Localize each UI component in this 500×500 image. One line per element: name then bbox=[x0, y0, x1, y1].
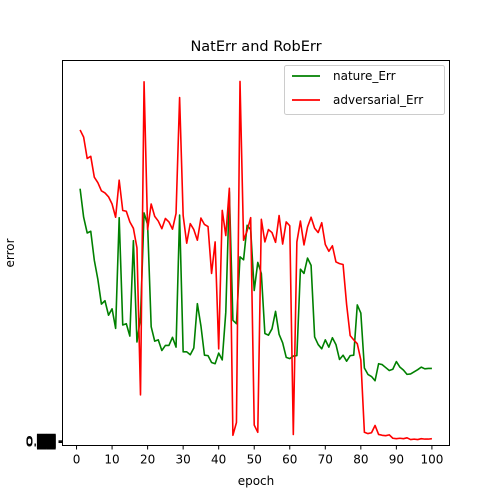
y-axis: 0.██0.██0.██ bbox=[26, 433, 63, 450]
x-tick-label: 30 bbox=[176, 453, 191, 467]
legend-label-adversarial-err: adversarial_Err bbox=[333, 93, 423, 107]
x-tick-label: 80 bbox=[353, 453, 368, 467]
y-tick-label: 0.██ bbox=[26, 435, 57, 450]
x-tick-label: 0 bbox=[73, 453, 81, 467]
x-tick-label: 10 bbox=[104, 453, 119, 467]
legend-box bbox=[284, 65, 445, 115]
x-tick-label: 20 bbox=[140, 453, 155, 467]
x-tick-label: 90 bbox=[389, 453, 404, 467]
x-tick-label: 70 bbox=[318, 453, 333, 467]
legend: nature_Err adversarial_Err bbox=[284, 65, 445, 115]
legend-label-nature-err: nature_Err bbox=[333, 69, 396, 83]
y-tick-label: 0.██ bbox=[26, 433, 57, 448]
x-tick-label: 50 bbox=[247, 453, 262, 467]
x-tick-label: 40 bbox=[211, 453, 226, 467]
series-line-adversarial-err bbox=[79, 80, 433, 441]
plot-area bbox=[79, 80, 433, 441]
x-tick-label: 100 bbox=[420, 453, 443, 467]
chart-title: NatErr and RobErr bbox=[190, 39, 321, 55]
x-tick-label: 60 bbox=[282, 453, 297, 467]
series-line-nature-err bbox=[79, 188, 432, 382]
y-tick-label: 0.██ bbox=[26, 434, 57, 449]
y-axis-label: error bbox=[3, 238, 17, 267]
plot-frame bbox=[62, 60, 450, 446]
x-axis-label: epoch bbox=[238, 474, 275, 488]
x-axis: 0 10 20 30 40 50 60 70 80 90 100 bbox=[73, 445, 443, 467]
